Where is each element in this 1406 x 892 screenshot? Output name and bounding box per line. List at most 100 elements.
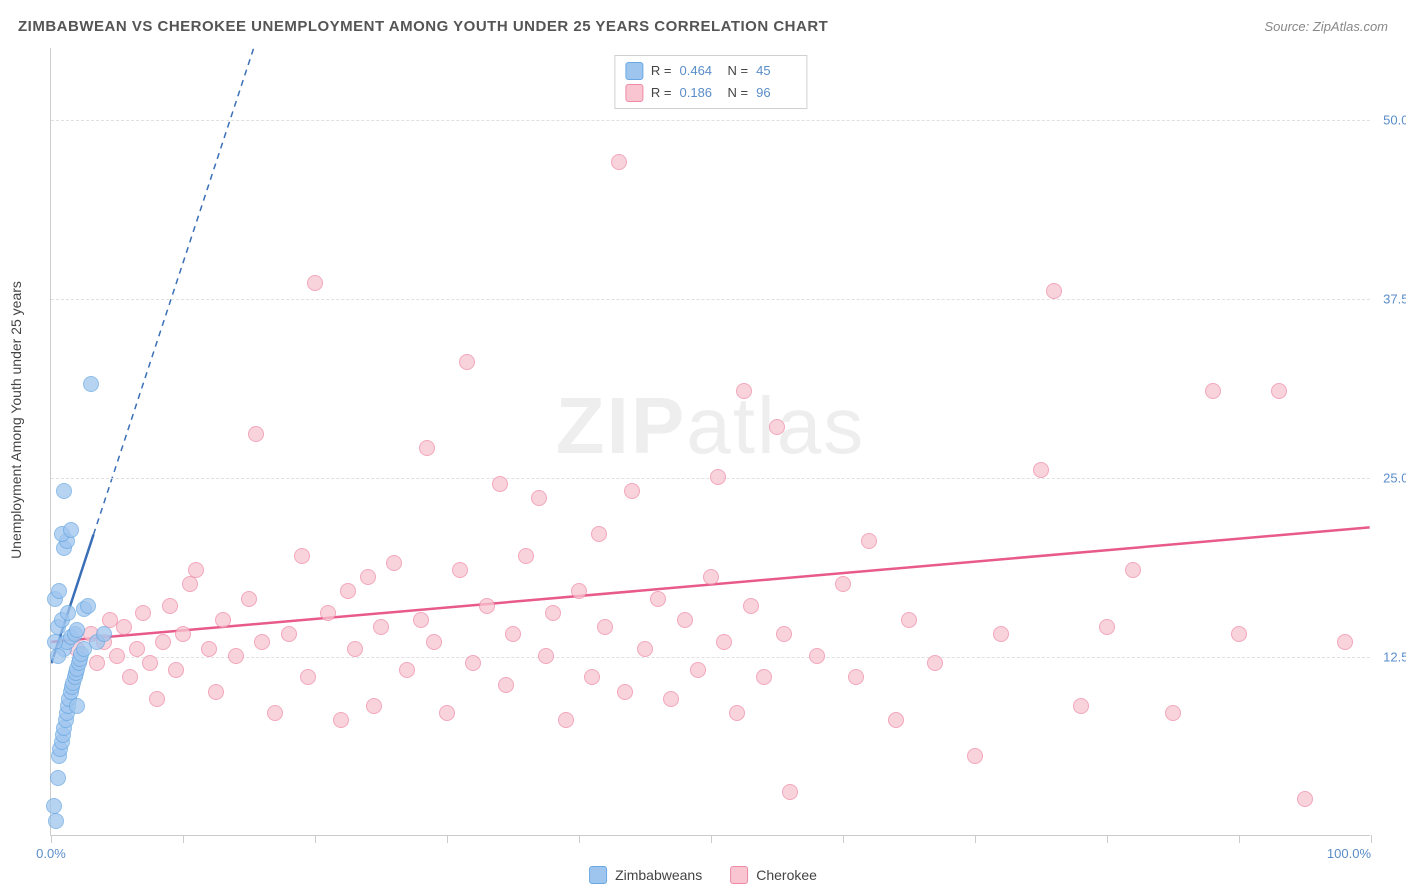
data-point-zimbabweans xyxy=(96,626,112,642)
data-point-cherokee xyxy=(584,669,600,685)
data-point-zimbabweans xyxy=(60,605,76,621)
data-point-cherokee xyxy=(228,648,244,664)
data-point-cherokee xyxy=(505,626,521,642)
data-point-cherokee xyxy=(611,154,627,170)
data-point-cherokee xyxy=(736,383,752,399)
data-point-zimbabweans xyxy=(50,648,66,664)
x-tick xyxy=(711,835,712,843)
data-point-cherokee xyxy=(320,605,336,621)
data-point-zimbabweans xyxy=(51,583,67,599)
stats-row-zimbabweans: R = 0.464 N = 45 xyxy=(625,60,796,82)
data-point-cherokee xyxy=(703,569,719,585)
x-tick xyxy=(843,835,844,843)
data-point-cherokee xyxy=(498,677,514,693)
data-point-cherokee xyxy=(267,705,283,721)
data-point-cherokee xyxy=(182,576,198,592)
n-value-cherokee: 96 xyxy=(756,82,796,104)
data-point-cherokee xyxy=(531,490,547,506)
r-value-cherokee: 0.186 xyxy=(680,82,720,104)
data-point-cherokee xyxy=(300,669,316,685)
data-point-cherokee xyxy=(677,612,693,628)
data-point-cherokee xyxy=(347,641,363,657)
gridline xyxy=(51,120,1370,121)
data-point-cherokee xyxy=(710,469,726,485)
data-point-cherokee xyxy=(743,598,759,614)
data-point-cherokee xyxy=(1033,462,1049,478)
data-point-zimbabweans xyxy=(63,522,79,538)
source-attribution: Source: ZipAtlas.com xyxy=(1264,19,1388,34)
data-point-cherokee xyxy=(1073,698,1089,714)
n-value-zimbabweans: 45 xyxy=(756,60,796,82)
data-point-cherokee xyxy=(637,641,653,657)
data-point-cherokee xyxy=(149,691,165,707)
data-point-cherokee xyxy=(1099,619,1115,635)
x-tick xyxy=(1371,835,1372,843)
gridline xyxy=(51,299,1370,300)
data-point-cherokee xyxy=(617,684,633,700)
y-axis-label: Unemployment Among Youth under 25 years xyxy=(8,281,24,559)
gridline xyxy=(51,657,1370,658)
data-point-cherokee xyxy=(340,583,356,599)
r-label: R = xyxy=(651,82,672,104)
data-point-cherokee xyxy=(518,548,534,564)
legend-item-cherokee: Cherokee xyxy=(730,866,817,884)
data-point-cherokee xyxy=(835,576,851,592)
data-point-cherokee xyxy=(729,705,745,721)
data-point-cherokee xyxy=(591,526,607,542)
data-point-cherokee xyxy=(716,634,732,650)
watermark-zip: ZIP xyxy=(556,381,686,470)
x-tick xyxy=(579,835,580,843)
data-point-cherokee xyxy=(109,648,125,664)
swatch-cherokee xyxy=(625,84,643,102)
data-point-cherokee xyxy=(1271,383,1287,399)
data-point-cherokee xyxy=(901,612,917,628)
data-point-cherokee xyxy=(426,634,442,650)
y-tick-label: 25.0% xyxy=(1372,470,1406,485)
data-point-cherokee xyxy=(1125,562,1141,578)
data-point-cherokee xyxy=(861,533,877,549)
data-point-cherokee xyxy=(650,591,666,607)
data-point-cherokee xyxy=(492,476,508,492)
data-point-cherokee xyxy=(1205,383,1221,399)
data-point-cherokee xyxy=(597,619,613,635)
data-point-cherokee xyxy=(413,612,429,628)
data-point-zimbabweans xyxy=(56,483,72,499)
data-point-cherokee xyxy=(399,662,415,678)
x-tick xyxy=(315,835,316,843)
data-point-cherokee xyxy=(776,626,792,642)
data-point-cherokee xyxy=(459,354,475,370)
scatter-plot-area: ZIPatlas R = 0.464 N = 45 R = 0.186 N = … xyxy=(50,48,1370,836)
data-point-zimbabweans xyxy=(69,622,85,638)
r-value-zimbabweans: 0.464 xyxy=(680,60,720,82)
data-point-cherokee xyxy=(967,748,983,764)
data-point-cherokee xyxy=(366,698,382,714)
swatch-zimbabweans xyxy=(625,62,643,80)
x-tick xyxy=(447,835,448,843)
data-point-cherokee xyxy=(571,583,587,599)
data-point-cherokee xyxy=(129,641,145,657)
data-point-cherokee xyxy=(848,669,864,685)
y-tick-label: 50.0% xyxy=(1372,112,1406,127)
trend-line xyxy=(94,48,254,535)
data-point-cherokee xyxy=(439,705,455,721)
data-point-cherokee xyxy=(201,641,217,657)
data-point-cherokee xyxy=(248,426,264,442)
data-point-cherokee xyxy=(241,591,257,607)
x-tick xyxy=(183,835,184,843)
swatch-zimbabweans xyxy=(589,866,607,884)
data-point-cherokee xyxy=(888,712,904,728)
data-point-cherokee xyxy=(333,712,349,728)
data-point-zimbabweans xyxy=(80,598,96,614)
legend-label-zimbabweans: Zimbabweans xyxy=(615,867,702,883)
data-point-cherokee xyxy=(769,419,785,435)
data-point-zimbabweans xyxy=(48,813,64,829)
data-point-cherokee xyxy=(545,605,561,621)
data-point-cherokee xyxy=(307,275,323,291)
data-point-cherokee xyxy=(281,626,297,642)
data-point-cherokee xyxy=(558,712,574,728)
data-point-cherokee xyxy=(142,655,158,671)
data-point-cherokee xyxy=(690,662,706,678)
data-point-cherokee xyxy=(168,662,184,678)
x-min-label: 0.0% xyxy=(36,846,66,861)
data-point-zimbabweans xyxy=(50,770,66,786)
